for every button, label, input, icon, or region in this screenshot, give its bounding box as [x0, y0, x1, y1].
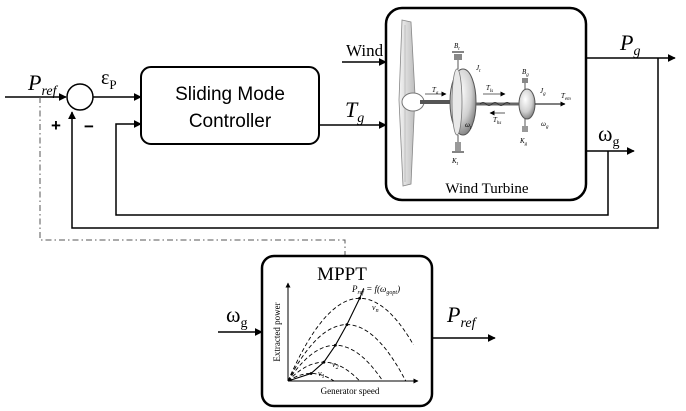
svg-text:ωg: ωg — [541, 120, 549, 130]
minus-sign: − — [84, 117, 94, 136]
svg-text:Kt: Kt — [451, 157, 459, 167]
mppt-v2-label: v2 — [332, 360, 339, 371]
mppt-power-curve-v1 — [287, 373, 335, 382]
mppt-power-curve-vn — [287, 297, 414, 382]
mppt-curve-label: Pref = f(ωgopt) — [351, 284, 400, 296]
controller-label-line2: Controller — [189, 111, 272, 132]
svg-text:Bt: Bt — [454, 42, 460, 52]
svg-text:Bg: Bg — [522, 68, 529, 78]
error-label: εP — [101, 67, 117, 92]
mppt-v1-label: v1 — [318, 369, 325, 380]
pref-input-label: Pref — [27, 70, 59, 99]
summing-junction — [66, 83, 94, 111]
wg-label: ωg — [598, 121, 619, 150]
mppt-chart: Extracted power Generator speed Pref = f… — [272, 282, 419, 396]
plus-sign: + — [51, 116, 61, 135]
controller-label-line1: Sliding Mode — [175, 84, 285, 105]
pref-mppt-link — [39, 97, 346, 256]
pref-out-label: Pref — [446, 302, 478, 331]
svg-text:Kg: Kg — [519, 137, 528, 147]
wind-turbine-label: Wind Turbine — [445, 181, 529, 197]
mppt-title: MPPT — [317, 264, 367, 285]
svg-text:Ta: Ta — [432, 86, 439, 96]
mppt-xlabel: Generator speed — [321, 386, 380, 396]
mppt-optimal-curve — [287, 288, 365, 382]
svg-text:Tls: Tls — [486, 84, 493, 94]
svg-text:Tem: Tem — [561, 92, 571, 102]
svg-text:Jg: Jg — [540, 87, 546, 97]
turbine-drawing: Bt Jt Kt Ta ωt Tls Ths Bg Jg Kg ωg Tem — [398, 19, 571, 187]
svg-text:Jt: Jt — [476, 64, 481, 74]
wind-label: Wind — [346, 41, 384, 60]
svg-text:ωt: ωt — [465, 121, 472, 131]
mppt-vn-label: vn — [372, 303, 379, 314]
wg-in-label: ωg — [226, 302, 247, 331]
wg-feedback-line — [115, 120, 609, 216]
svg-text:Ths: Ths — [493, 116, 501, 126]
pg-label: Pg — [619, 30, 640, 59]
sliding-mode-controller-block — [140, 66, 320, 145]
mppt-ylabel: Extracted power — [272, 302, 282, 361]
tg-label: Tg — [345, 97, 364, 126]
pg-feedback-line — [68, 58, 659, 229]
